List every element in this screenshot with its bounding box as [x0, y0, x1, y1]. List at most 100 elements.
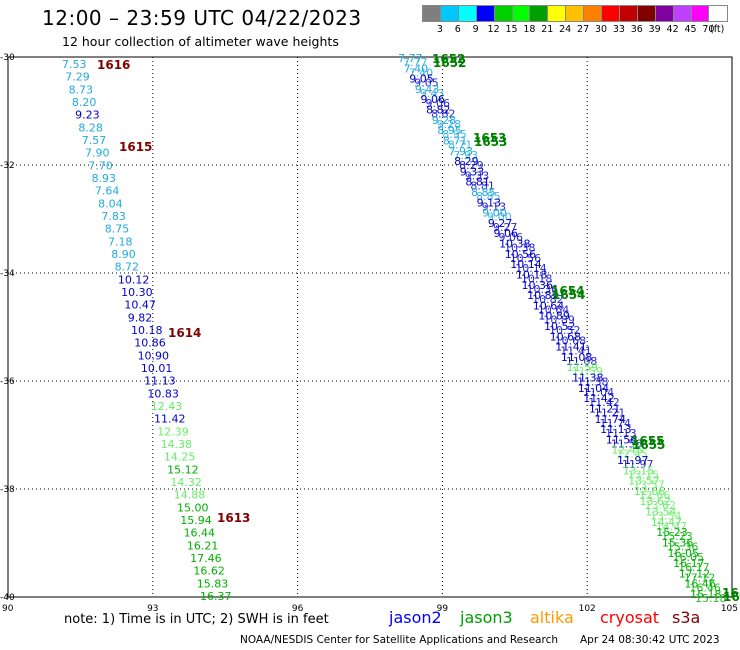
swh-value-label: 10.36: [527, 283, 559, 296]
legend-label: 39: [648, 24, 661, 35]
swh-value-label: 15.83: [197, 577, 229, 590]
x-tick-label: 99: [437, 604, 449, 614]
pass-time-label: 1613: [217, 511, 250, 525]
swh-value-label: 7.40: [404, 62, 429, 75]
y-tick-label: -40: [0, 593, 15, 603]
pass-time-label: 1616: [97, 58, 130, 72]
swh-value-label: 13.54: [650, 510, 682, 523]
legend-swatch: [708, 5, 729, 22]
swh-value-label: 12.43: [151, 400, 183, 413]
swh-value-label: 11.13: [605, 427, 637, 440]
swh-value-label: 8.85: [471, 186, 496, 199]
y-tick-label: -36: [0, 377, 15, 387]
swh-value-label: 9.43: [415, 83, 440, 96]
swh-value-label: 11.59: [571, 365, 603, 378]
pass-time-label: 1656: [723, 590, 740, 604]
satellite-label-jason3: jason3: [460, 608, 513, 627]
swh-value-label: 11.21: [594, 406, 626, 419]
swh-value-label: 15.12: [167, 463, 199, 476]
swh-value-label: 11.74: [595, 413, 627, 426]
pass-time-label: 1654: [552, 288, 585, 302]
x-tick-label: 90: [2, 604, 14, 614]
swh-value-label: 15.36: [662, 536, 694, 549]
legend-label: 12: [487, 24, 500, 35]
swh-value-label: 10.18: [521, 272, 553, 285]
swh-value-label: 9.00: [482, 207, 507, 220]
swh-value-label: 11.08: [566, 355, 598, 368]
swh-value-label: 7.70: [88, 159, 113, 172]
swh-value-label: 16.05: [673, 551, 705, 564]
swh-value-label: 9.23: [75, 109, 100, 122]
swh-value-label: 14.47: [656, 520, 688, 533]
legend-label: 30: [594, 24, 608, 35]
swh-value-label: 14.38: [161, 438, 193, 451]
swh-value-label: 15.23: [656, 526, 688, 539]
swh-value-label: 16.17: [678, 561, 710, 574]
swh-value-label: 13.62: [644, 499, 676, 512]
y-tick-label: -30: [0, 53, 15, 63]
legend-label: 24: [559, 24, 572, 35]
swh-value-label: 9.33: [465, 169, 490, 182]
swh-value-label: 10.64: [538, 303, 570, 316]
swh-value-label: 10.36: [522, 279, 554, 292]
swh-value-label: 7.40: [409, 66, 434, 79]
swh-value-label: 11.13: [144, 375, 176, 388]
swh-value-label: 10.56: [505, 248, 537, 261]
x-tick-label: 105: [721, 604, 738, 614]
swh-value-label: 8.95: [442, 128, 467, 141]
swh-value-label: 15.94: [180, 514, 212, 527]
swh-value-label: 12.66: [639, 489, 671, 502]
swh-value-label: 8.85: [476, 190, 501, 203]
swh-value-label: 16.21: [187, 539, 219, 552]
swh-value-label: 15.23: [661, 530, 693, 543]
swh-value-label: 8.93: [92, 172, 117, 185]
y-tick-label: -32: [0, 161, 15, 171]
swh-value-label: 9.27: [488, 217, 513, 230]
satellite-label-jason2: jason2: [389, 608, 442, 627]
swh-value-label: 9.13: [477, 196, 502, 209]
swh-value-label: 8.82: [431, 108, 456, 121]
swh-value-label: 11.74: [600, 417, 632, 430]
swh-value-label: 14.25: [164, 451, 196, 464]
satellite-label-altika: altika: [530, 608, 574, 627]
swh-value-label: 11.56: [611, 437, 643, 450]
swh-value-label: 10.82: [527, 289, 559, 302]
swh-value-label: 11.38: [577, 376, 609, 389]
swh-value-label: 10.89: [538, 310, 570, 323]
swh-value-label: 12.45: [616, 448, 648, 461]
swh-value-label: 14.47: [651, 516, 683, 529]
swh-value-label: 9.28: [437, 118, 462, 131]
swh-value-label: 9.13: [482, 200, 507, 213]
swh-value-label: 8.72: [115, 261, 140, 274]
swh-value-label: 11.08: [561, 351, 593, 364]
swh-value-label: 12.39: [157, 425, 189, 438]
swh-value-label: 11.42: [583, 392, 615, 405]
pass-time-label: 1655: [632, 438, 665, 452]
legend-label: 6: [454, 24, 461, 35]
x-tick-label: 102: [579, 604, 596, 614]
legend-label: 45: [684, 24, 697, 35]
swh-value-label: 7.64: [95, 185, 120, 198]
swh-value-label: 14.32: [170, 476, 202, 489]
swh-value-label: 13.15: [623, 464, 655, 477]
swh-value-label: 10.14: [515, 262, 547, 275]
swh-value-label: 7.53: [62, 58, 87, 71]
footer-note: note: 1) Time is in UTC; 2) SWH is in fe…: [64, 612, 329, 627]
swh-value-label: 10.47: [124, 299, 156, 312]
swh-value-label: 10.68: [555, 334, 587, 347]
legend-label: 70: [702, 24, 715, 35]
legend-label: 42: [666, 24, 679, 35]
swh-value-label: 10.56: [510, 252, 542, 265]
swh-value-label: 10.38: [499, 238, 530, 251]
x-tick-label: 93: [147, 604, 158, 614]
satellite-label-s3a: s3a: [672, 608, 701, 627]
swh-value-label: 9.27: [493, 221, 518, 234]
swh-value-label: 17.12: [679, 567, 711, 580]
legend-label: 3: [436, 24, 443, 35]
swh-value-label: 10.18: [516, 268, 548, 281]
swh-value-label: 10.68: [550, 330, 582, 343]
swh-value-label: 16.37: [200, 590, 232, 603]
swh-value-label: 11.97: [622, 458, 654, 471]
swh-value-label: 8.29: [459, 159, 484, 172]
